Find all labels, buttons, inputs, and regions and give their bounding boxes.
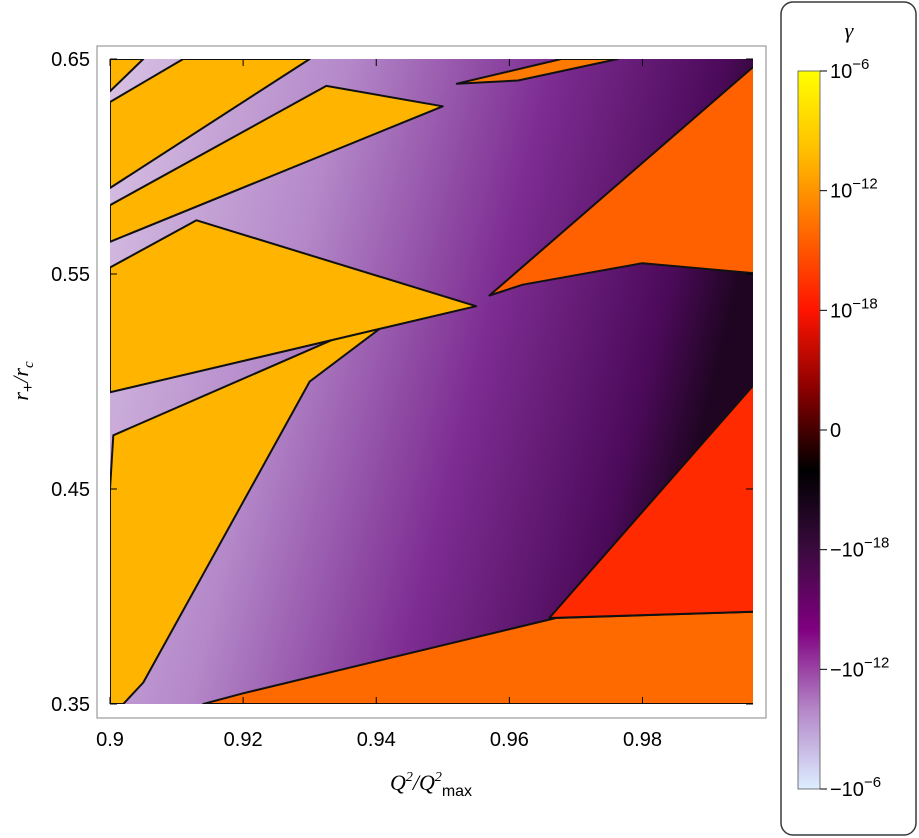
y-tick-label: 0.55: [51, 264, 90, 286]
heatmap-region-positive: [455, 59, 619, 85]
x-axis-ticks: 0.9 0.92 0.94 0.96 0.98: [96, 59, 662, 751]
colorbar-tick-label: −10−12: [830, 654, 889, 681]
colorbar-tick-label: 10−6: [830, 56, 869, 83]
colorbar-tick-label: −10−18: [830, 535, 889, 562]
heatmap-region-positive: [110, 59, 311, 189]
x-tick-label: 0.96: [490, 729, 529, 751]
heatmap-region-positive: [488, 65, 753, 297]
y-tick-label: 0.65: [51, 49, 90, 71]
x-tick-label: 0.98: [623, 729, 662, 751]
heatmap-region-positive: [548, 384, 753, 619]
colorbar-title: γ: [845, 18, 855, 43]
heatmap-region-positive: [110, 305, 411, 704]
x-tick-label: 0.94: [357, 729, 396, 751]
heatmap-region-positive: [110, 59, 145, 93]
y-tick-label: 0.35: [51, 694, 90, 716]
heatmap-region-positive: [110, 219, 478, 394]
x-tick-label: 0.9: [96, 729, 124, 751]
heatmap-plot-area: [110, 59, 753, 704]
colorbar-tick-label: 10−18: [830, 295, 878, 322]
colorbar-tick-label: 10−12: [830, 176, 878, 203]
x-axis-title: Q2/Q2max: [390, 770, 472, 800]
colorbar-bar: [797, 70, 821, 790]
y-tick-label: 0.45: [51, 479, 90, 501]
y-axis-title: r+/rc: [8, 361, 37, 401]
heatmap-regions: [110, 59, 753, 704]
colorbar-tick-label: −10−6: [830, 774, 881, 801]
x-tick-label: 0.92: [224, 729, 263, 751]
y-axis-ticks: 0.35 0.45 0.55 0.65: [51, 49, 753, 716]
heatmap-region-positive: [110, 84, 444, 243]
colorbar-ticks: 10−6 10−12 10−18 0 −10−18 −10−12 −10−6: [820, 56, 889, 801]
colorbar-tick-label: 0: [830, 420, 841, 442]
